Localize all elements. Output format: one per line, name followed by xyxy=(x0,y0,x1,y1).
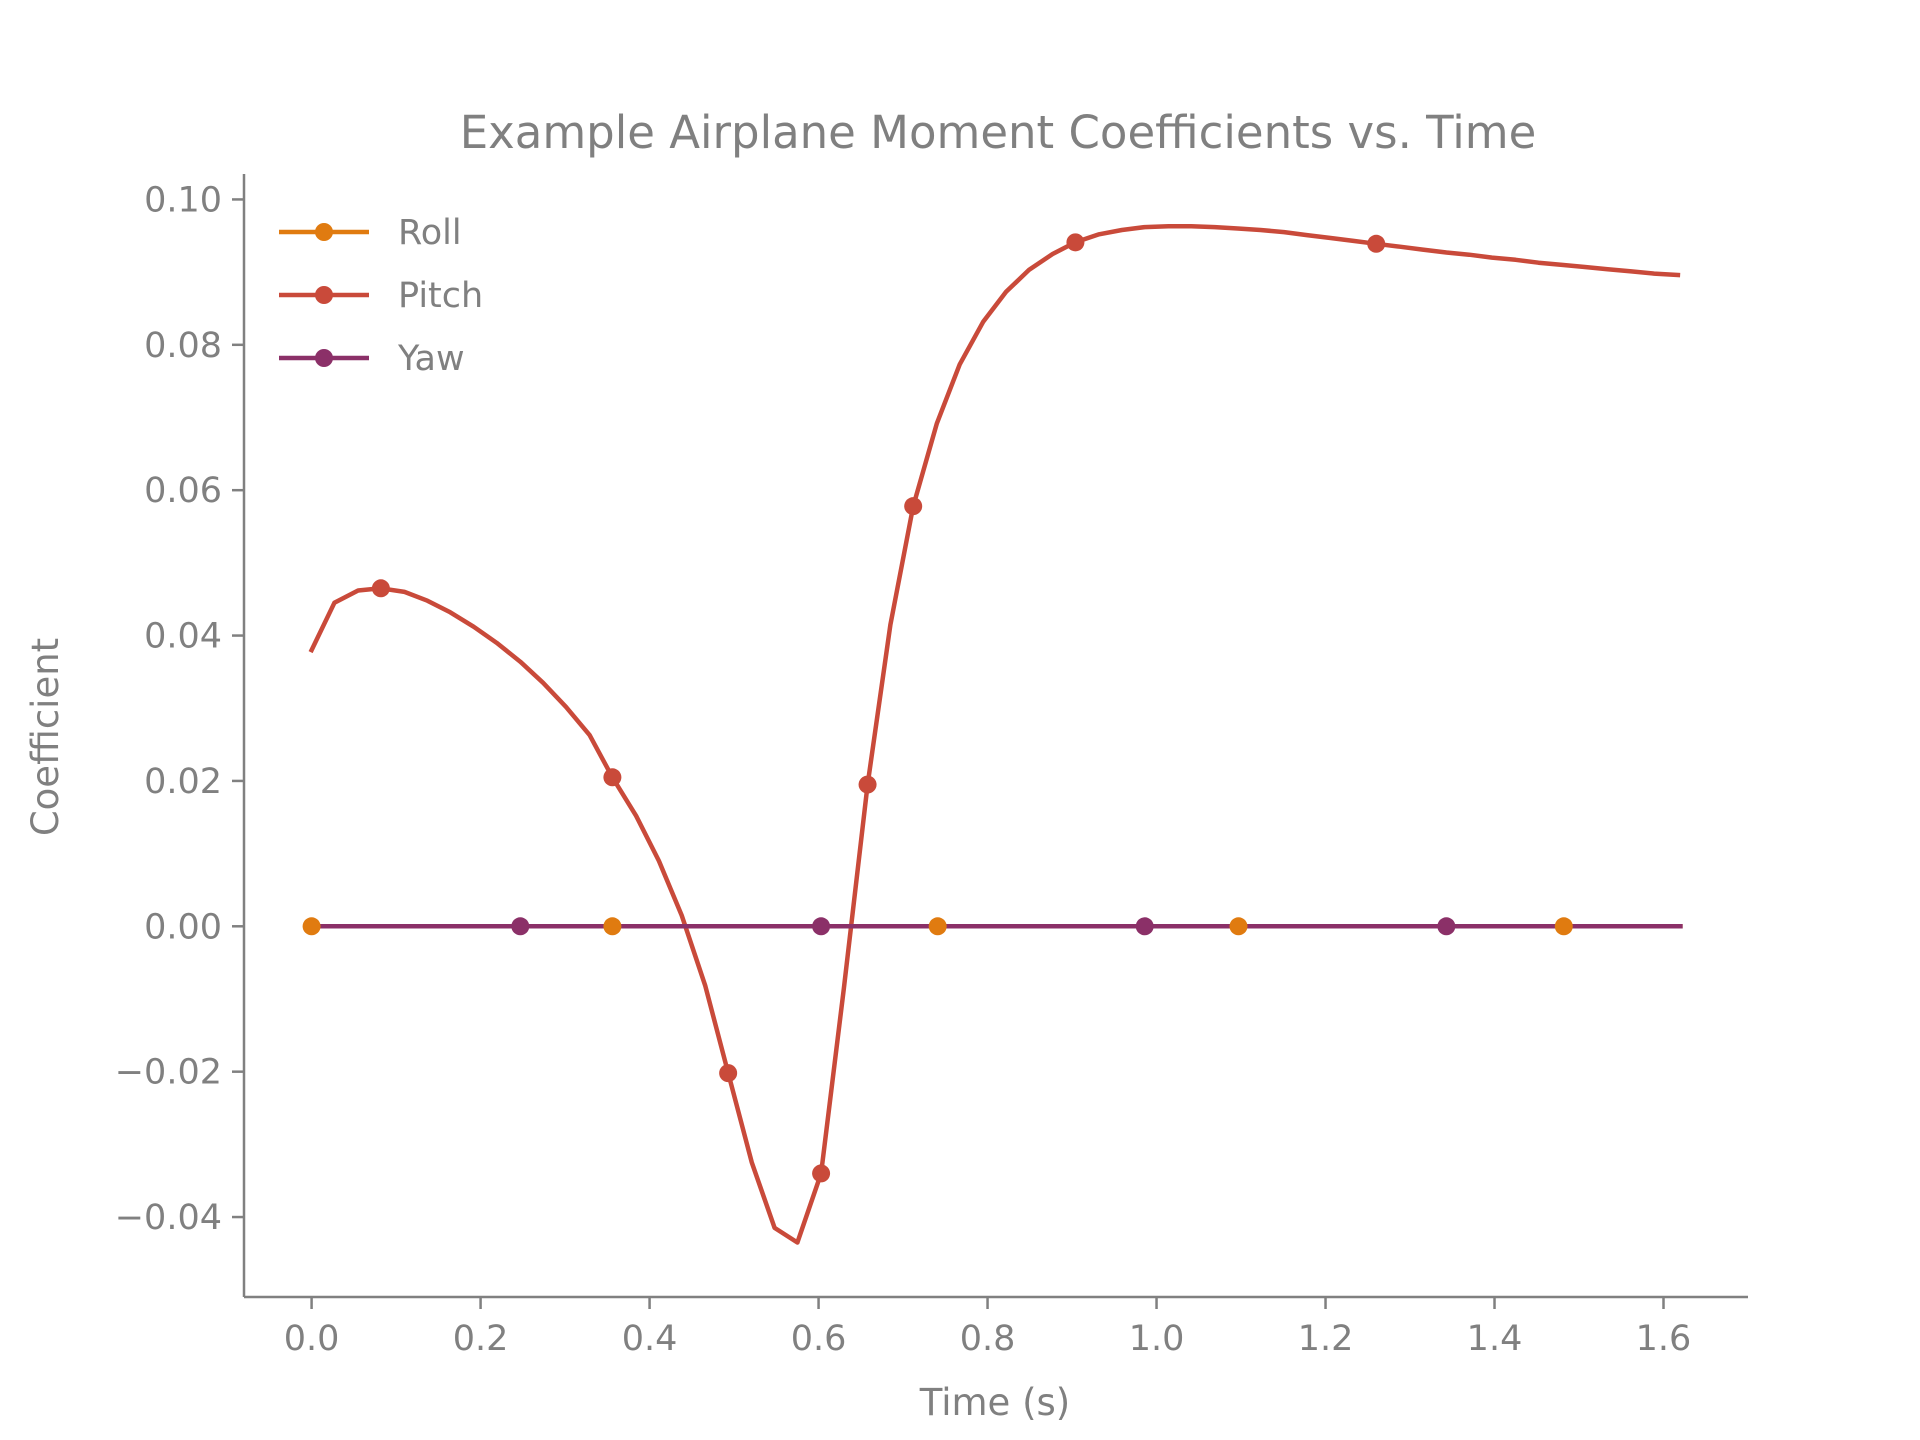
y-tick-label: 0.02 xyxy=(144,762,222,802)
legend-item-roll: Roll xyxy=(279,213,462,253)
y-tick-label: 0.08 xyxy=(144,326,222,366)
legend-label: Yaw xyxy=(397,339,465,379)
legend-label: Pitch xyxy=(398,276,483,316)
yaw-data-point xyxy=(812,917,831,936)
x-tick-label: 0.8 xyxy=(960,1319,1016,1359)
y-tick-label: −0.04 xyxy=(115,1198,222,1238)
pitch-data-point xyxy=(603,768,622,787)
x-tick-label: 1.2 xyxy=(1298,1319,1354,1359)
pitch-data-point xyxy=(719,1064,738,1083)
roll-data-point xyxy=(1554,917,1573,936)
pitch-data-point xyxy=(1367,234,1386,253)
legend-swatch-marker xyxy=(315,286,333,304)
roll-data-point xyxy=(603,917,622,936)
pitch-data-point xyxy=(812,1164,831,1183)
x-tick-label: 1.6 xyxy=(1636,1319,1692,1359)
pitch-data-point xyxy=(858,775,877,794)
legend: Roll Pitch Yaw xyxy=(279,213,483,379)
legend-swatch-marker xyxy=(315,223,333,241)
x-tick-label: 0.4 xyxy=(622,1319,678,1359)
plot-marks xyxy=(302,224,1683,1245)
x-tick-label: 0.6 xyxy=(791,1319,847,1359)
yaw-data-point xyxy=(1135,917,1154,936)
y-tick-label: 0.06 xyxy=(144,471,222,511)
legend-swatch-marker xyxy=(315,349,333,367)
y-tick-label: 0.04 xyxy=(144,617,222,657)
legend-label: Roll xyxy=(398,213,462,253)
yaw-data-point xyxy=(511,917,530,936)
pitch-data-point xyxy=(371,579,390,598)
roll-data-point xyxy=(302,917,321,936)
x-ticks: 0.0 0.2 0.4 0.6 0.8 1.0 1.2 1.4 1.6 xyxy=(284,1297,1692,1359)
x-tick-label: 0.0 xyxy=(284,1319,340,1359)
roll-data-point xyxy=(928,917,947,936)
y-tick-label: 0.10 xyxy=(144,180,222,220)
pitch-data-point xyxy=(904,497,923,516)
yaw-data-point xyxy=(1437,917,1456,936)
x-tick-label: 1.4 xyxy=(1467,1319,1523,1359)
legend-item-yaw: Yaw xyxy=(279,339,465,379)
roll-data-point xyxy=(1229,917,1248,936)
legend-item-pitch: Pitch xyxy=(279,276,483,316)
y-tick-label: 0.00 xyxy=(144,907,222,947)
x-tick-label: 0.2 xyxy=(453,1319,509,1359)
x-axis-label: Time (s) xyxy=(919,1381,1070,1424)
chart-title: Example Airplane Moment Coefficients vs.… xyxy=(460,106,1537,159)
y-tick-label: −0.02 xyxy=(115,1053,222,1093)
y-ticks: −0.04 −0.02 0.00 0.02 0.04 0.06 0.08 0.10 xyxy=(115,180,244,1238)
pitch-series-line xyxy=(308,224,1681,1245)
pitch-data-point xyxy=(1066,233,1085,252)
y-axis-label: Coefficient xyxy=(24,638,67,836)
x-tick-label: 1.0 xyxy=(1129,1319,1185,1359)
